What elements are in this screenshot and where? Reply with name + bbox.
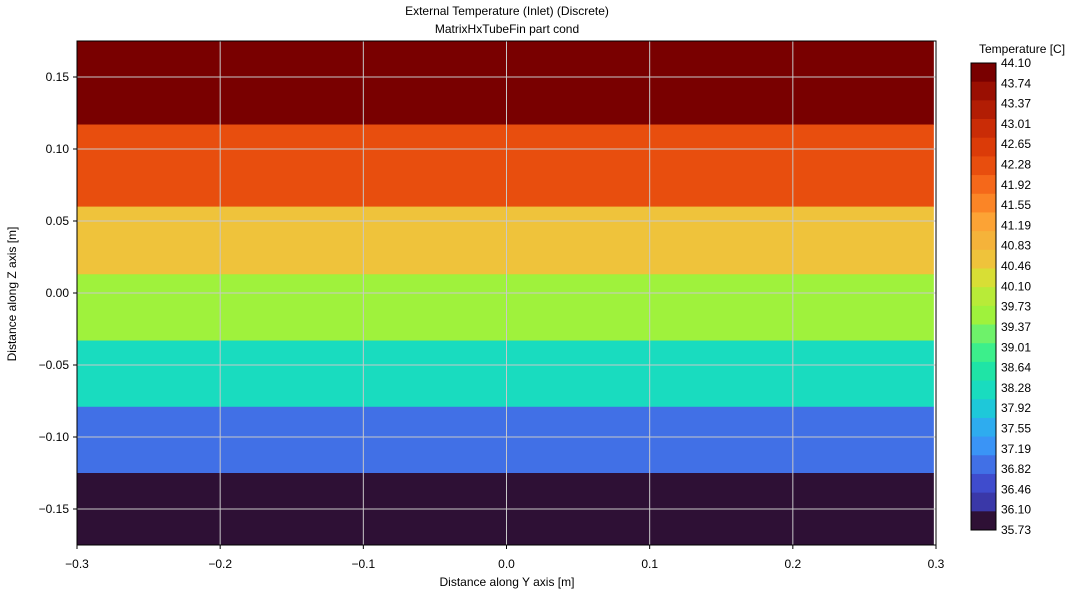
colorbar-swatch-10 xyxy=(971,249,996,269)
colorbar-label-20: 36.82 xyxy=(1001,462,1031,476)
colorbar-frame xyxy=(970,62,997,531)
colorbar-swatch-18 xyxy=(971,399,996,419)
colorbar-title: Temperature [C] xyxy=(979,42,1066,56)
chart-subtitle: MatrixHxTubeFin part cond xyxy=(434,22,580,36)
colorbar-label-10: 40.46 xyxy=(1001,259,1031,273)
colorbar-label-14: 39.01 xyxy=(1001,340,1031,354)
colorbar-swatch-21 xyxy=(971,455,996,475)
colorbar-swatch-14 xyxy=(971,324,996,344)
colorbar-swatch-15 xyxy=(971,343,996,363)
colorbar-swatch-0 xyxy=(971,63,996,83)
colorbar-label-7: 41.55 xyxy=(1001,198,1031,212)
colorbar-swatch-20 xyxy=(971,436,996,456)
colorbar-swatch-5 xyxy=(971,156,996,176)
colorbar-label-19: 37.19 xyxy=(1001,442,1031,456)
colorbar-swatch-13 xyxy=(971,305,996,325)
colorbar-swatch-11 xyxy=(971,268,996,288)
y-tick-label-1: 0.10 xyxy=(46,142,70,156)
colorbar-swatch-7 xyxy=(971,193,996,213)
x-tick-label-2: −0.1 xyxy=(351,557,375,571)
colorbar: 44.10 43.74 43.37 43.01 42.65 42.28 41.92 41.55… xyxy=(970,56,1031,537)
colorbar-label-13: 39.37 xyxy=(1001,320,1031,334)
x-tick-label-1: −0.2 xyxy=(208,557,232,571)
y-tick-label-6: −0.15 xyxy=(39,502,70,516)
colorbar-swatch-22 xyxy=(971,473,996,494)
x-tick-label-0: −0.3 xyxy=(65,557,89,571)
colorbar-label-9: 40.83 xyxy=(1001,239,1031,253)
y-tick-label-4: −0.05 xyxy=(39,358,70,372)
x-tick-label-5: 0.2 xyxy=(784,557,801,571)
colorbar-label-8: 41.19 xyxy=(1001,218,1031,232)
colorbar-swatch-9 xyxy=(971,231,996,251)
x-tick-label-3: 0.0 xyxy=(498,557,515,571)
heatmap-band-5 xyxy=(77,406,934,474)
colorbar-swatch-19 xyxy=(971,417,996,437)
colorbar-swatch-4 xyxy=(971,137,996,157)
colorbar-label-21: 36.46 xyxy=(1001,482,1031,496)
heatmap-band-0 xyxy=(77,41,934,126)
heatmap-band-1 xyxy=(77,124,934,208)
colorbar-label-6: 41.92 xyxy=(1001,178,1031,192)
colorbar-swatch-17 xyxy=(971,380,996,400)
colorbar-swatch-8 xyxy=(971,212,996,232)
colorbar-label-0: 44.10 xyxy=(1001,56,1031,70)
colorbar-swatch-2 xyxy=(971,100,996,120)
colorbar-swatch-16 xyxy=(971,361,996,381)
colorbar-swatch-6 xyxy=(971,175,996,195)
colorbar-swatch-12 xyxy=(971,287,996,307)
chart-title: External Temperature (Inlet) (Discrete) xyxy=(405,4,609,18)
colorbar-label-22: 36.10 xyxy=(1001,503,1031,517)
heatmap-band-2 xyxy=(77,206,934,275)
y-tick-label-2: 0.05 xyxy=(46,214,70,228)
colorbar-label-2: 43.37 xyxy=(1001,97,1031,111)
colorbar-label-16: 38.28 xyxy=(1001,381,1031,395)
axis-ticks: −0.3 −0.2 −0.1 0.0 0.1 0.2 0.3 0.15 0.10 0.05 0.00… xyxy=(39,70,945,571)
colorbar-label-11: 40.10 xyxy=(1001,279,1031,293)
y-tick-label-0: 0.15 xyxy=(46,70,70,84)
colorbar-label-18: 37.55 xyxy=(1001,421,1031,435)
colorbar-label-12: 39.73 xyxy=(1001,300,1031,314)
colorbar-label-5: 42.28 xyxy=(1001,158,1031,172)
colorbar-swatch-23 xyxy=(971,492,996,512)
x-tick-label-4: 0.1 xyxy=(641,557,658,571)
colorbar-label-15: 38.64 xyxy=(1001,361,1031,375)
y-axis-label: Distance along Z axis [m] xyxy=(5,226,19,362)
colorbar-label-17: 37.92 xyxy=(1001,401,1031,415)
heatmap-band-4 xyxy=(77,340,934,408)
colorbar-label-4: 42.65 xyxy=(1001,137,1031,151)
colorbar-label-1: 43.74 xyxy=(1001,76,1031,90)
y-tick-label-5: −0.10 xyxy=(39,430,70,444)
colorbar-swatch-3 xyxy=(971,119,996,139)
y-tick-label-3: 0.00 xyxy=(46,286,70,300)
x-tick-label-6: 0.3 xyxy=(928,557,945,571)
x-axis-label: Distance along Y axis [m] xyxy=(439,575,575,589)
heatmap-band-3 xyxy=(77,274,934,342)
colorbar-label-23: 35.73 xyxy=(1001,523,1031,537)
colorbar-swatch-1 xyxy=(971,81,996,101)
colorbar-label-3: 43.01 xyxy=(1001,117,1031,131)
colorbar-swatch-24 xyxy=(971,511,996,531)
grid-lines xyxy=(77,41,936,545)
